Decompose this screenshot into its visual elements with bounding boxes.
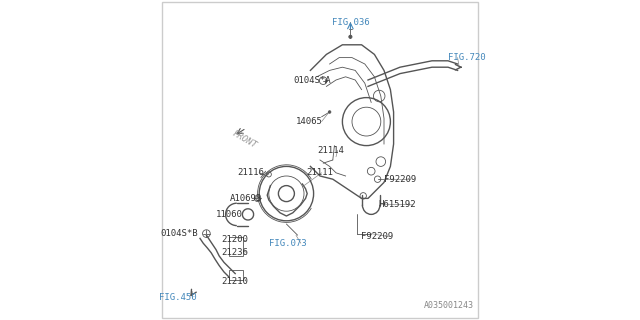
Text: 0104S*B: 0104S*B xyxy=(161,229,198,238)
Text: FRONT: FRONT xyxy=(231,129,259,150)
Text: FIG.450: FIG.450 xyxy=(159,293,196,302)
Circle shape xyxy=(349,35,352,38)
Text: 21210: 21210 xyxy=(222,277,248,286)
Text: FIG.036: FIG.036 xyxy=(332,18,369,27)
Circle shape xyxy=(328,111,331,113)
Text: H615192: H615192 xyxy=(378,200,415,209)
Text: F92209: F92209 xyxy=(384,175,416,184)
Text: FIG.720: FIG.720 xyxy=(449,53,486,62)
Text: 11060: 11060 xyxy=(216,210,242,219)
Text: 21116: 21116 xyxy=(238,168,264,177)
Text: 21111: 21111 xyxy=(307,168,333,177)
Text: 21200: 21200 xyxy=(222,236,248,244)
Text: 21114: 21114 xyxy=(318,146,344,155)
Text: F92209: F92209 xyxy=(362,232,394,241)
Text: 21236: 21236 xyxy=(222,248,248,257)
Text: 14065: 14065 xyxy=(296,117,322,126)
Text: A10693: A10693 xyxy=(230,194,262,203)
Text: 0104S*A: 0104S*A xyxy=(293,76,331,84)
Text: A035001243: A035001243 xyxy=(424,301,474,310)
Text: FIG.073: FIG.073 xyxy=(269,239,307,248)
